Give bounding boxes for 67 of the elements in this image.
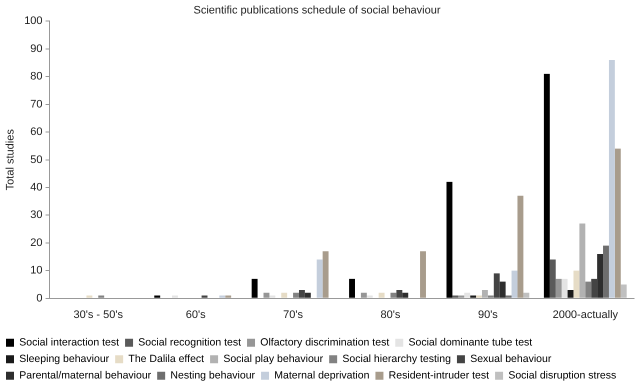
bar bbox=[608, 60, 615, 298]
bar bbox=[396, 290, 402, 298]
y-tick-label: 100 bbox=[24, 15, 43, 28]
legend-label: Olfactory discrimination test bbox=[260, 336, 390, 349]
bar bbox=[494, 273, 500, 298]
legend-label: Maternal deprivation bbox=[274, 370, 370, 382]
bar bbox=[316, 260, 323, 298]
bar bbox=[322, 251, 329, 298]
bar bbox=[585, 282, 592, 298]
y-tick-label: 20 bbox=[30, 236, 43, 249]
chart-title: Scientific publications schedule of social behaviour bbox=[193, 4, 441, 17]
bar bbox=[281, 292, 288, 298]
x-tick-label: 90's bbox=[478, 308, 498, 321]
x-tick-label: 30's - 50's bbox=[74, 308, 124, 321]
bar bbox=[293, 292, 299, 298]
y-tick-label: 50 bbox=[30, 154, 43, 166]
legend-label: The Dalila effect bbox=[128, 353, 204, 366]
bar bbox=[579, 223, 586, 298]
x-tick-label: 2000-actually bbox=[552, 308, 619, 321]
bar bbox=[614, 148, 621, 298]
y-axis-title: Total studies bbox=[4, 128, 17, 190]
legend-label: Social recognition test bbox=[138, 336, 242, 349]
bar bbox=[482, 290, 488, 298]
bar bbox=[597, 254, 604, 298]
bar bbox=[620, 284, 627, 298]
bar bbox=[402, 292, 408, 298]
bar bbox=[464, 292, 470, 298]
y-tick-label: 90 bbox=[30, 42, 43, 55]
bar bbox=[562, 278, 568, 298]
y-tick-label: 0 bbox=[36, 292, 43, 304]
bar bbox=[523, 292, 530, 298]
y-tick-label: 10 bbox=[30, 264, 43, 277]
bar bbox=[573, 270, 580, 298]
bar bbox=[517, 196, 524, 298]
bar bbox=[544, 74, 550, 298]
bar bbox=[568, 290, 574, 298]
bar bbox=[252, 278, 258, 298]
y-tick-label: 40 bbox=[30, 181, 43, 194]
bar bbox=[446, 182, 452, 298]
bar bbox=[500, 282, 506, 298]
y-tick-label: 30 bbox=[30, 209, 43, 222]
x-tick-label: 70's bbox=[283, 308, 304, 321]
bar bbox=[298, 290, 305, 298]
bar bbox=[378, 292, 385, 298]
legend-label: Social play behaviour bbox=[223, 353, 324, 366]
legend-label: Parental/maternal behaviour bbox=[19, 370, 152, 382]
bar bbox=[390, 292, 396, 298]
legend-label: Resident-intruder test bbox=[388, 370, 490, 382]
bar bbox=[349, 278, 355, 298]
legend-label: Nesting behaviour bbox=[170, 370, 256, 382]
bar bbox=[512, 270, 518, 298]
legend-label: Social interaction test bbox=[19, 336, 120, 349]
y-tick-label: 60 bbox=[30, 126, 43, 138]
bar bbox=[304, 292, 311, 298]
y-tick-label: 70 bbox=[30, 98, 43, 110]
legend-label: Social disruption stress bbox=[508, 370, 616, 382]
y-tick-label: 80 bbox=[30, 70, 43, 83]
bar bbox=[603, 246, 609, 298]
x-tick-label: 80's bbox=[380, 308, 401, 321]
legend-label: Social hierarchy testing bbox=[342, 353, 452, 366]
legend-label: Sexual behaviour bbox=[470, 353, 552, 366]
legend-label: Social dominante tube test bbox=[408, 336, 532, 349]
bar bbox=[591, 278, 598, 298]
legend-label: Sleeping behaviour bbox=[19, 353, 110, 366]
bar bbox=[550, 260, 556, 298]
bar bbox=[420, 251, 426, 298]
x-tick-label: 60's bbox=[186, 308, 206, 321]
